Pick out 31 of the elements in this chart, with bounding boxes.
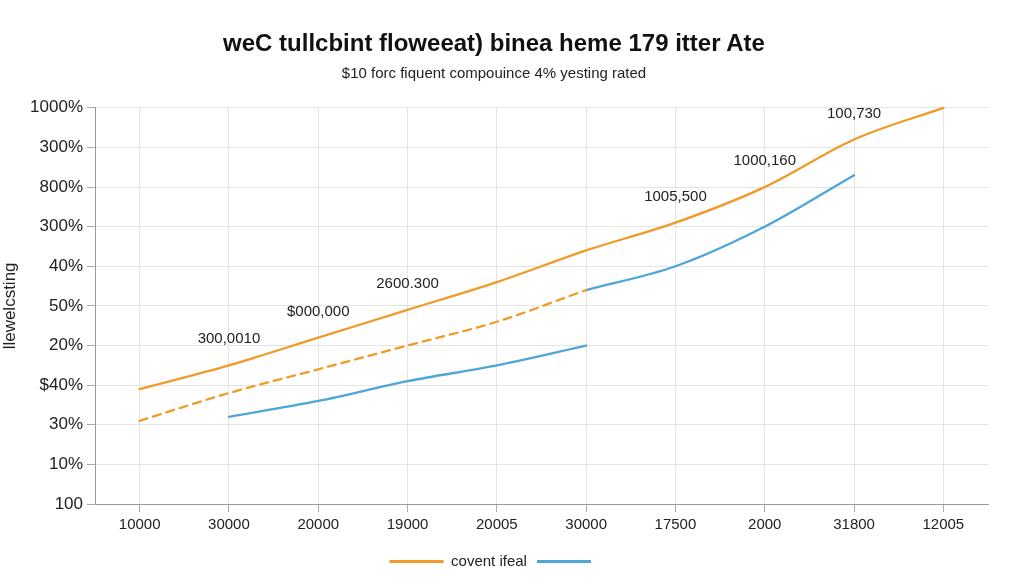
annotation: $000,000 [286,301,350,319]
text: 1000% [30,97,83,117]
x-tick-label: 31800 [833,515,875,533]
annotation: 1000,160 [733,151,797,169]
annotation: 300,0010 [197,329,261,347]
x-tick-label: 30000 [208,515,250,533]
annotation: 100,730 [826,103,882,121]
chart-title: weC tullcbint floweeat) binea heme 179 itter Ate [222,29,765,57]
text: 800% [39,176,83,196]
annotation: 2600.300 [376,274,439,291]
legend-label: covent ifeal [451,551,527,569]
x-tick-label: 20005 [475,515,518,533]
x-tick-label: 30000 [565,515,608,533]
text: 100 [54,493,83,513]
annotation: 1005,500 [644,186,707,204]
text: 50% [48,295,83,315]
x-tick-label: 10000 [118,515,161,533]
text: 300% [39,216,83,236]
x-tick-label: 2000 [748,515,782,533]
text: 30% [48,414,83,434]
text: 40% [48,255,83,275]
x-tick-label: 19000 [386,515,429,533]
chart-subtitle: $10 forc fiquent compouince 4% yesting rated [341,63,647,81]
x-tick-label: 17500 [654,515,697,533]
text: $40% [39,374,83,394]
y-axis-title: llewelcsting [0,262,19,350]
text: 10% [48,454,83,474]
x-tick-label: 12005 [922,515,965,533]
text: 300% [39,137,83,157]
x-tick-label: 20000 [297,515,340,533]
text: 20% [48,335,83,355]
